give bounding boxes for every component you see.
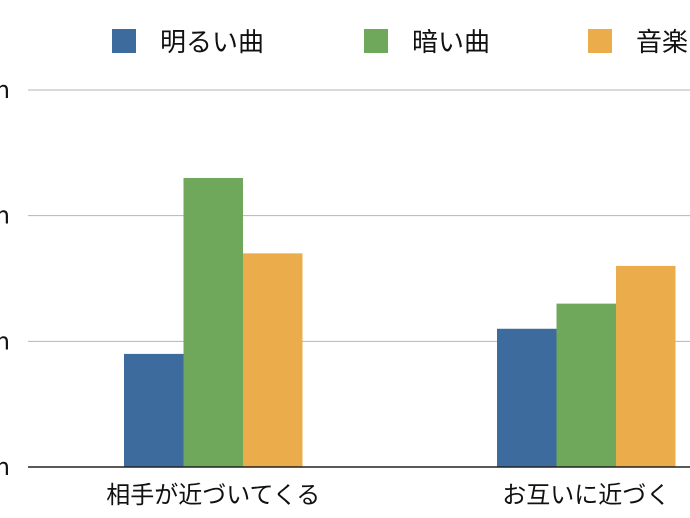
legend-swatch xyxy=(364,29,388,53)
bars xyxy=(124,177,676,467)
legend-label: 音楽 xyxy=(636,28,688,58)
y-tick-label: m xyxy=(0,453,10,481)
x-category-label: お互いに近づく xyxy=(502,481,670,509)
bar xyxy=(124,353,184,467)
legend-swatch xyxy=(112,29,136,53)
y-axis-ticks: m m m m xyxy=(0,76,10,481)
bar xyxy=(243,253,303,467)
y-tick-label: m xyxy=(0,327,10,355)
bar xyxy=(556,303,616,467)
bar xyxy=(497,328,557,467)
y-tick-label: m xyxy=(0,202,10,230)
x-category-label: 相手が近づいてくる xyxy=(106,481,320,509)
y-tick-label: m xyxy=(0,76,10,104)
bar xyxy=(616,265,676,467)
x-axis-categories: 相手が近づいてくる お互いに近づく xyxy=(106,481,670,509)
legend: 明るい曲 暗い曲 音楽 xyxy=(112,28,688,58)
legend-label: 暗い曲 xyxy=(412,28,490,58)
legend-label: 明るい曲 xyxy=(160,28,264,58)
legend-swatch xyxy=(588,29,612,53)
bar xyxy=(183,177,243,467)
